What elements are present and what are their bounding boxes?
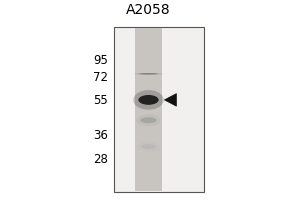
- Text: 55: 55: [93, 94, 108, 107]
- Ellipse shape: [140, 117, 157, 123]
- Text: 72: 72: [93, 71, 108, 84]
- Text: A2058: A2058: [126, 3, 171, 17]
- Text: 36: 36: [93, 129, 108, 142]
- Ellipse shape: [138, 95, 159, 105]
- Bar: [135, 28, 162, 191]
- Polygon shape: [164, 94, 176, 106]
- Ellipse shape: [134, 73, 163, 74]
- Bar: [114, 27, 204, 192]
- Text: 28: 28: [93, 153, 108, 166]
- Ellipse shape: [141, 144, 156, 149]
- Ellipse shape: [133, 90, 164, 110]
- Text: 95: 95: [93, 54, 108, 67]
- Ellipse shape: [136, 114, 161, 126]
- Ellipse shape: [137, 142, 160, 152]
